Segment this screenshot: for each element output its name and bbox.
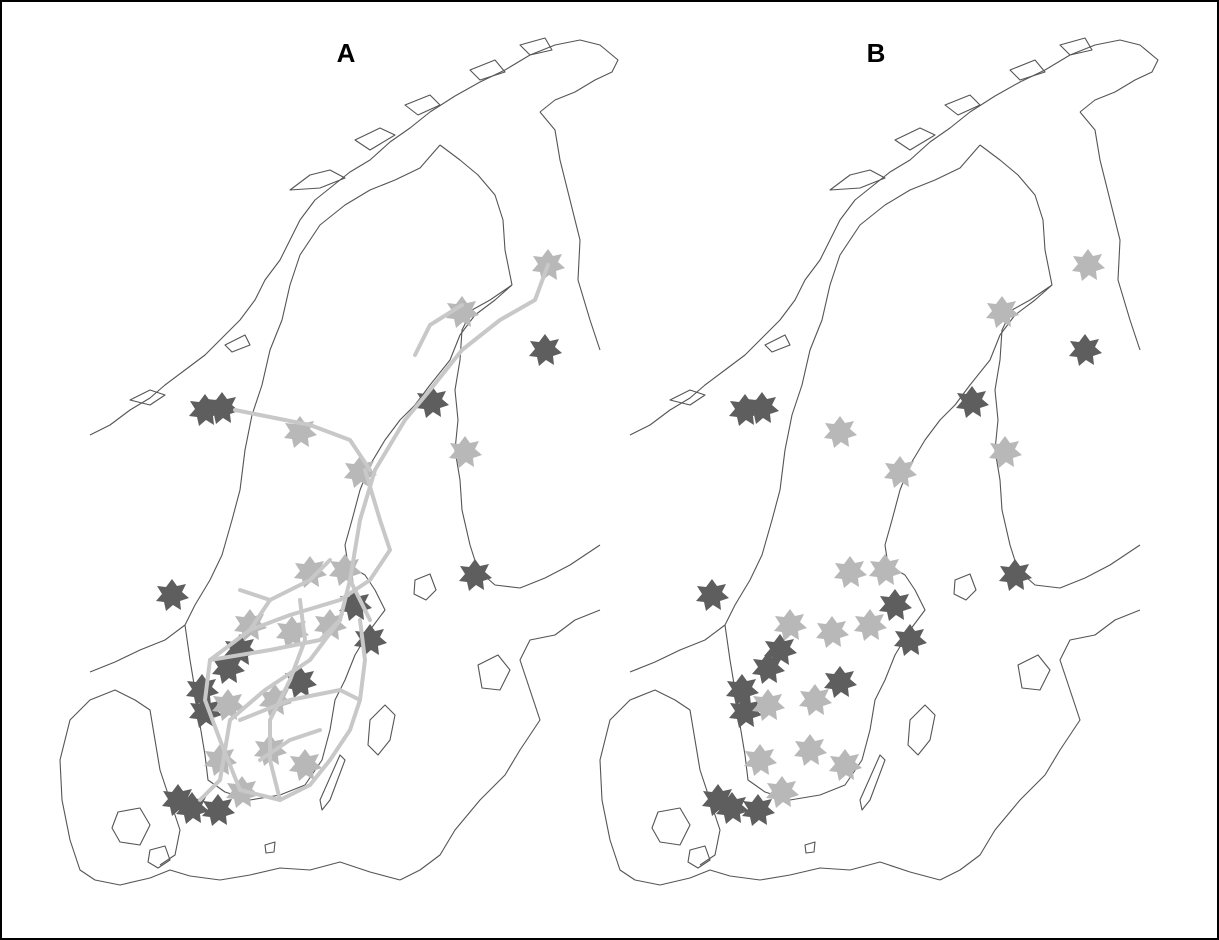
panel-label: A — [337, 38, 356, 68]
figure: A B — [0, 0, 1219, 940]
panel-label: B — [867, 38, 886, 68]
